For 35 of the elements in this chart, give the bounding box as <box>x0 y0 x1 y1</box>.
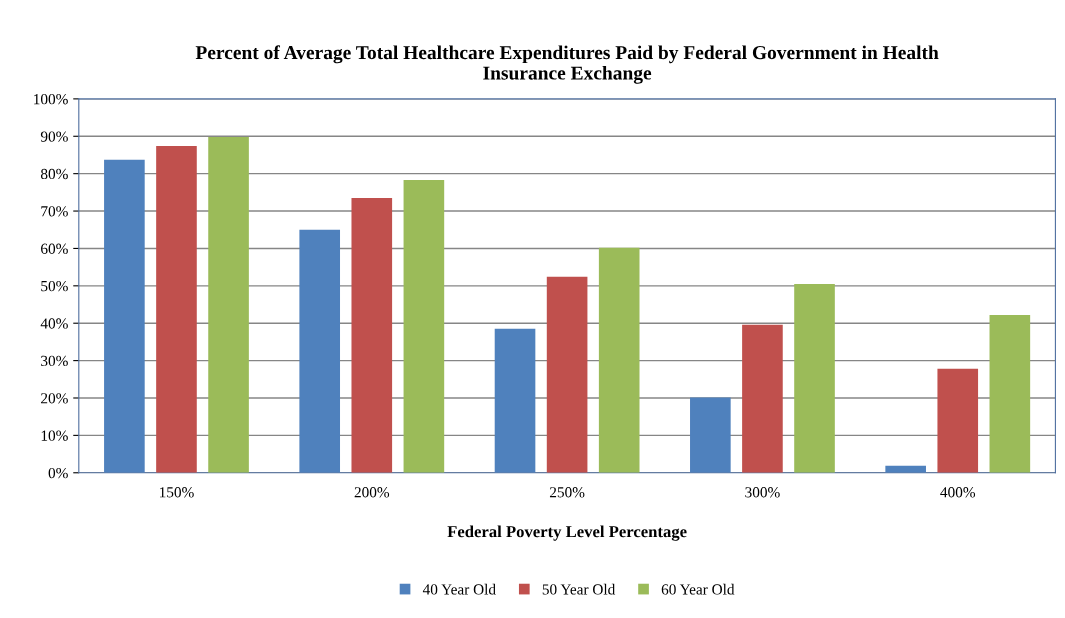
y-tick-label: 80% <box>40 168 68 180</box>
y-tick-label: 70% <box>41 206 68 217</box>
x-axis-title: Federal Poverty Level Percentage <box>447 525 687 541</box>
bar <box>989 314 1031 473</box>
bar <box>351 197 393 473</box>
x-tick-label: 300% <box>745 487 780 498</box>
y-tick-label: 100% <box>34 94 68 105</box>
legend-label: 50 Year Old <box>542 583 616 595</box>
y-tick-label: 20% <box>41 393 68 404</box>
y-tick-label: 60% <box>41 243 68 254</box>
bar <box>494 328 536 473</box>
y-tick-label: 90% <box>40 131 68 142</box>
y-tick-label: 10% <box>41 430 68 441</box>
y-tick-label: 40% <box>40 318 68 329</box>
bar <box>156 145 197 473</box>
legend-label: 40 Year Old <box>422 583 496 595</box>
y-tick-label: 30% <box>41 355 68 367</box>
y-tick-label: 0% <box>48 467 68 479</box>
x-tick-label: 150% <box>159 487 194 498</box>
bar <box>208 137 249 473</box>
bar <box>742 324 783 473</box>
bar <box>403 180 445 473</box>
bar <box>104 159 145 473</box>
x-tick-label: 400% <box>940 487 976 498</box>
chart-title: Percent of Average Total Healthcare Expenditures Paid by Federal Government in Health Insurance Exchange <box>195 45 939 84</box>
bar <box>546 276 588 473</box>
x-tick-label: 200% <box>354 487 390 498</box>
bar <box>299 229 341 473</box>
bar <box>794 283 835 473</box>
legend-label: 60 Year Old <box>661 583 735 595</box>
bar <box>937 368 979 473</box>
x-tick-label: 250% <box>549 487 585 498</box>
bar <box>598 247 640 473</box>
y-tick-label: 50% <box>41 280 68 292</box>
bar <box>690 397 731 473</box>
